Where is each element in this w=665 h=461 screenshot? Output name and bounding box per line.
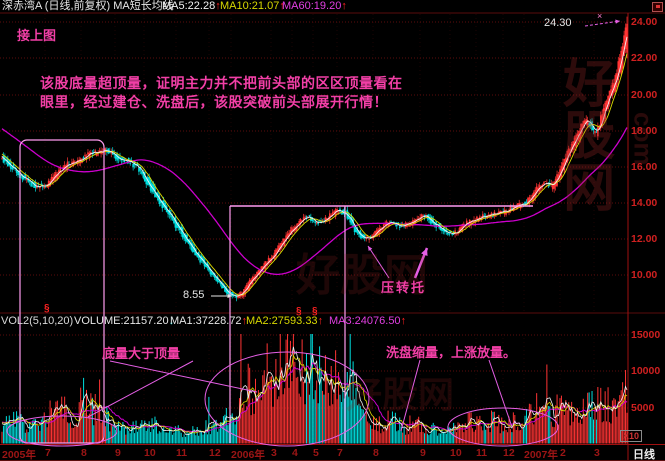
axis-tick-label: 22.00	[631, 52, 658, 64]
date-tick-label: 4	[292, 447, 298, 459]
up-arrow-icon: ↑	[279, 0, 285, 12]
stock-title: 深赤湾A (日线,前复权) MA短长均线	[2, 0, 174, 12]
indicator-label: VOLUME:21157.20	[74, 315, 169, 327]
volume-left-annotation: 底量大于顶量	[102, 346, 181, 361]
axis-tick-label: 15000	[631, 329, 661, 341]
date-tick-label: 9	[420, 447, 426, 459]
up-arrow-icon: ↑	[215, 0, 221, 12]
axis-tick-label: 10000	[631, 365, 661, 377]
date-tick-label: 3	[594, 447, 600, 459]
up-arrow-icon: ↑	[400, 315, 407, 327]
date-tick-label: 8	[81, 447, 87, 459]
analysis-paragraph: 该股底量超顶量，证明主力并不把前头部的区区顶量看在眼里，经过建仓、洗盘后，该股突…	[40, 75, 403, 110]
up-arrow-icon: ↑	[317, 315, 324, 327]
indicator-label: MA1:37228.72	[170, 315, 242, 327]
date-tick-label: 11	[476, 447, 488, 459]
date-tick-label: 2	[560, 447, 566, 459]
window-icon[interactable]	[652, 2, 663, 12]
date-tick-label: 7	[45, 447, 51, 459]
date-tick-label: 10	[144, 447, 156, 459]
volume-indicator-readout: MA2:27593.33↑	[246, 315, 323, 327]
axis-tick-label: 16.00	[631, 161, 658, 173]
sell-signal-mark: §	[44, 303, 50, 314]
down-arrow-icon: ↓	[168, 315, 175, 327]
axis-tick-label: 14.00	[631, 197, 658, 209]
axis-tick-label: 10.00	[631, 269, 658, 281]
volume-indicator-readout: MA1:37228.72↑	[170, 315, 247, 327]
axis-tick-label: 20.00	[631, 89, 658, 101]
title-bar: 深赤湾A (日线,前复权) MA短长均线 MA5:22.28↑ MA10:21.…	[0, 0, 665, 13]
date-tick-label: 10	[450, 447, 462, 459]
axis-tick-label: 18.00	[631, 125, 658, 137]
volume-indicator-readout: VOL2(5,10,20)	[1, 315, 73, 327]
date-tick-label: 11	[176, 447, 188, 459]
up-arrow-icon: ↑	[341, 0, 347, 12]
x-mark: ×	[597, 11, 603, 21]
ma60-readout: MA60:19.20↑	[282, 0, 347, 12]
date-axis: 2005年 7 8 9 10 11 12 2006年 3 4 5 7 8 9 10 11 12 2007年 2 3	[0, 447, 628, 461]
support-annotation: 压转托	[381, 280, 427, 295]
date-tick-label: 12	[503, 447, 515, 459]
volume-right-annotation: 洗盘缩量，上涨放量。	[386, 345, 517, 360]
date-tick-label: 9	[115, 447, 121, 459]
continue-note: 接上图	[17, 28, 57, 43]
indicator-label: MA3:24076.50	[329, 315, 401, 327]
volume-header: VOL2(5,10,20) VOLUME:21157.20↓ MA1:37228.7…	[0, 315, 628, 328]
ma5-readout: MA5:22.28↑	[162, 0, 221, 12]
date-tick-label: 2007年	[524, 449, 558, 461]
date-tick-label: 12	[209, 447, 221, 459]
period-label[interactable]: 日线	[633, 449, 655, 461]
date-tick-label: 2006年	[231, 449, 265, 461]
date-tick-label: 3	[271, 447, 277, 459]
sell-signal-mark: §	[312, 306, 318, 317]
axis-tick-label: 12.00	[631, 233, 658, 245]
date-tick-label: 2005年	[2, 449, 36, 461]
volume-indicator-readout: MA3:24076.50↑	[329, 315, 406, 327]
low-price-label: 8.55	[183, 289, 205, 301]
date-tick-label: 8	[373, 447, 379, 459]
indicator-label: MA2:27593.33	[246, 315, 318, 327]
indicator-label: VOL2(5,10,20)	[1, 315, 74, 327]
date-tick-label: 5	[313, 447, 319, 459]
sell-signal-mark: §	[296, 306, 302, 317]
axis-tick-label: 24.00	[631, 16, 658, 28]
ma10-readout: MA10:21.07↑	[220, 0, 285, 12]
date-tick-label: 7	[337, 447, 343, 459]
high-price-label: 24.30	[544, 17, 572, 29]
axis-tick-label: 5000	[631, 402, 655, 414]
volume-indicator-readout: VOLUME:21157.20↓	[74, 315, 174, 327]
up-arrow-icon: ↑	[241, 315, 248, 327]
volume-multiplier-badge: X10	[620, 430, 642, 442]
